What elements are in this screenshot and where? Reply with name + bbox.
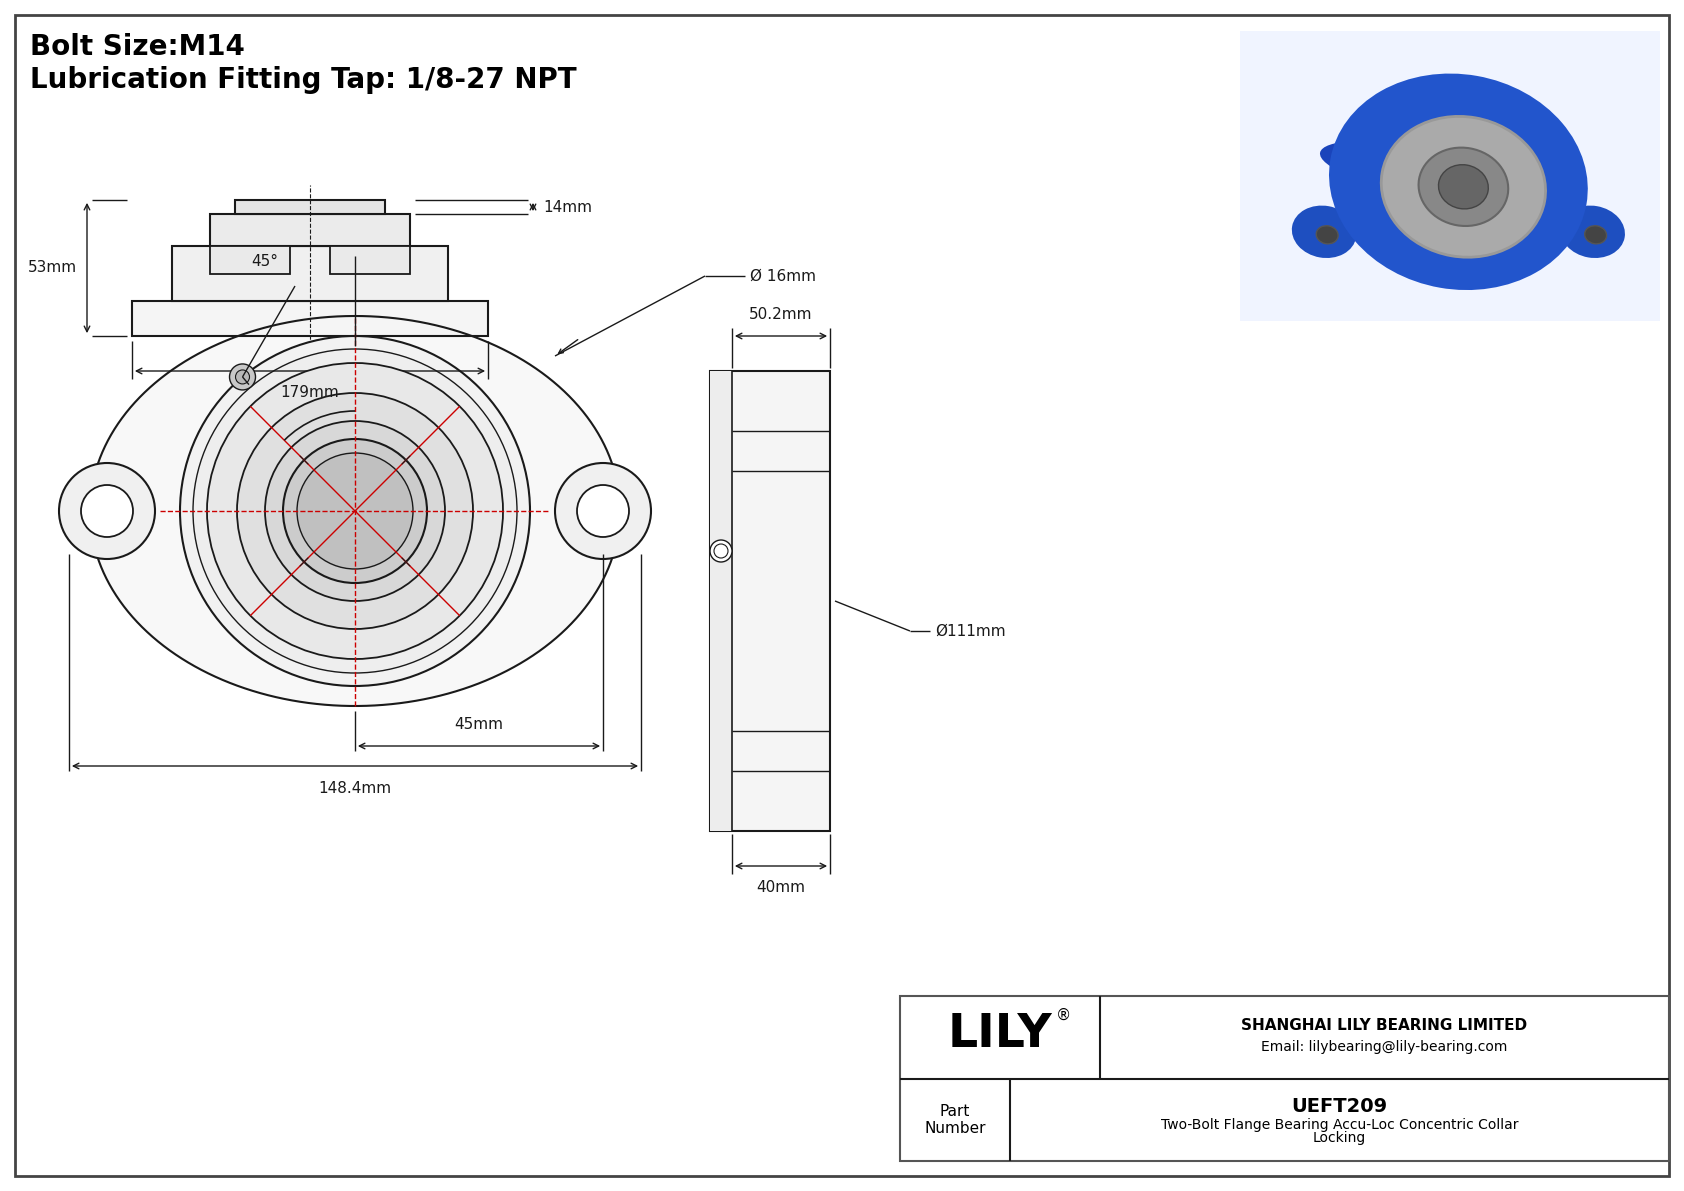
Text: Lubrication Fitting Tap: 1/8-27 NPT: Lubrication Fitting Tap: 1/8-27 NPT [30,66,576,94]
Circle shape [714,544,727,559]
Circle shape [264,420,445,601]
Text: 45mm: 45mm [455,717,504,732]
Ellipse shape [1585,226,1607,244]
Ellipse shape [1329,74,1588,291]
Bar [711,372,830,831]
Ellipse shape [1320,141,1537,202]
Text: 179mm: 179mm [281,385,340,400]
Bar [210,214,409,247]
Bar [1239,31,1660,322]
Circle shape [296,453,413,569]
Circle shape [236,370,249,384]
Circle shape [556,463,652,559]
Text: UEFT209: UEFT209 [1292,1097,1388,1116]
Text: ®: ® [1056,1008,1071,1023]
Bar [236,200,386,214]
Bar [210,247,290,274]
Text: 53mm: 53mm [29,261,77,275]
Circle shape [180,336,530,686]
Bar [131,301,488,336]
Text: Ø 16mm: Ø 16mm [749,268,817,283]
Text: Ø111mm: Ø111mm [935,624,1005,638]
Bar [330,247,409,274]
Text: Bolt Size:M14: Bolt Size:M14 [30,33,244,61]
Ellipse shape [1418,148,1509,226]
Circle shape [81,485,133,537]
Text: Locking: Locking [1314,1131,1366,1145]
Text: SHANGHAI LILY BEARING LIMITED: SHANGHAI LILY BEARING LIMITED [1241,1018,1527,1033]
Text: 148.4mm: 148.4mm [318,781,392,796]
Bar [711,372,733,831]
Text: Email: lilybearing@lily-bearing.com: Email: lilybearing@lily-bearing.com [1261,1041,1507,1054]
Circle shape [283,439,428,584]
Circle shape [59,463,155,559]
Ellipse shape [1292,206,1357,258]
Circle shape [207,363,504,659]
Text: 40mm: 40mm [756,880,805,894]
Circle shape [194,349,517,673]
Ellipse shape [1438,164,1489,208]
Circle shape [229,364,256,389]
Text: Two-Bolt Flange Bearing Accu-Loc Concentric Collar: Two-Bolt Flange Bearing Accu-Loc Concent… [1160,1118,1519,1131]
Bar [899,996,1669,1161]
Text: LILY: LILY [948,1012,1052,1056]
Circle shape [578,485,630,537]
Text: 45°: 45° [251,254,278,268]
Circle shape [237,393,473,629]
Text: 14mm: 14mm [542,200,593,214]
Bar [172,247,448,301]
Polygon shape [89,316,620,706]
Ellipse shape [1317,226,1339,244]
Text: 50.2mm: 50.2mm [749,307,813,322]
Ellipse shape [1381,117,1546,257]
Circle shape [711,540,733,562]
Ellipse shape [1561,206,1625,258]
Text: Part
Number: Part Number [925,1104,985,1136]
